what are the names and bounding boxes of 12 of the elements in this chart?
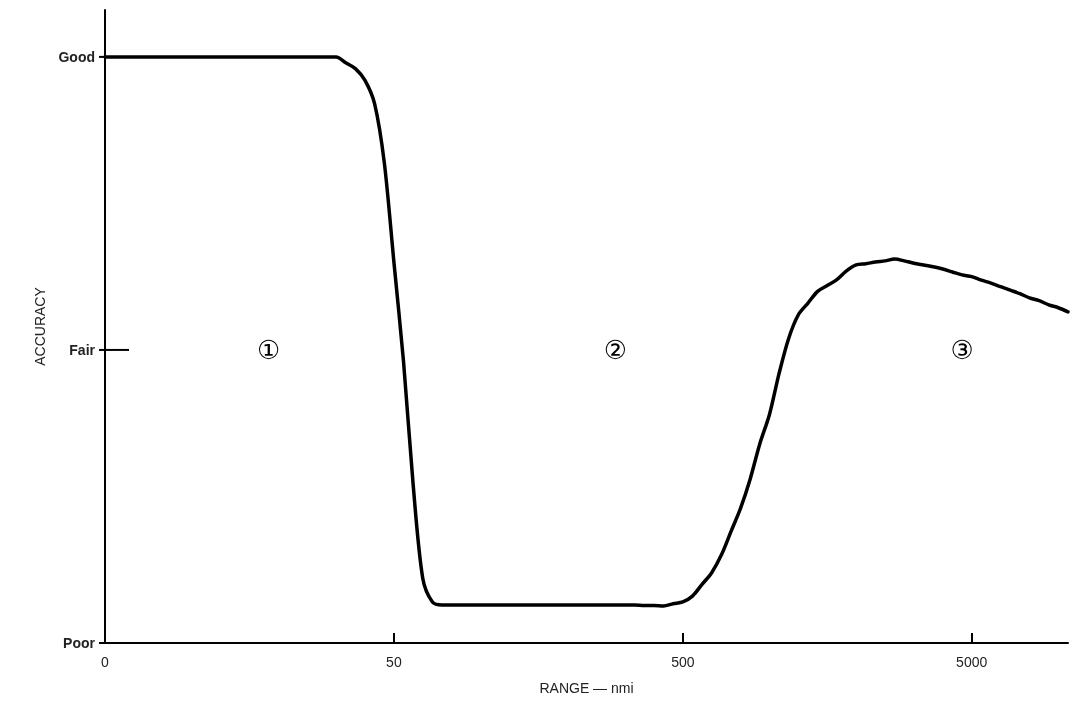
- text: Poor: [63, 635, 96, 651]
- text: Good: [58, 48, 95, 65]
- y-axis-title: ACCURACY: [32, 286, 48, 366]
- x-axis-title: RANGE — nmi: [539, 680, 634, 696]
- annotation: ③: [950, 334, 974, 365]
- x-tick-label: 50: [386, 654, 402, 670]
- annotation: ①: [257, 334, 281, 365]
- x-tick-label: 0: [101, 654, 110, 670]
- annotation: ②: [603, 334, 628, 365]
- x-tick-label: 5000: [956, 654, 988, 670]
- x-tick-label: 500: [671, 654, 695, 670]
- text: Fair: [69, 341, 96, 358]
